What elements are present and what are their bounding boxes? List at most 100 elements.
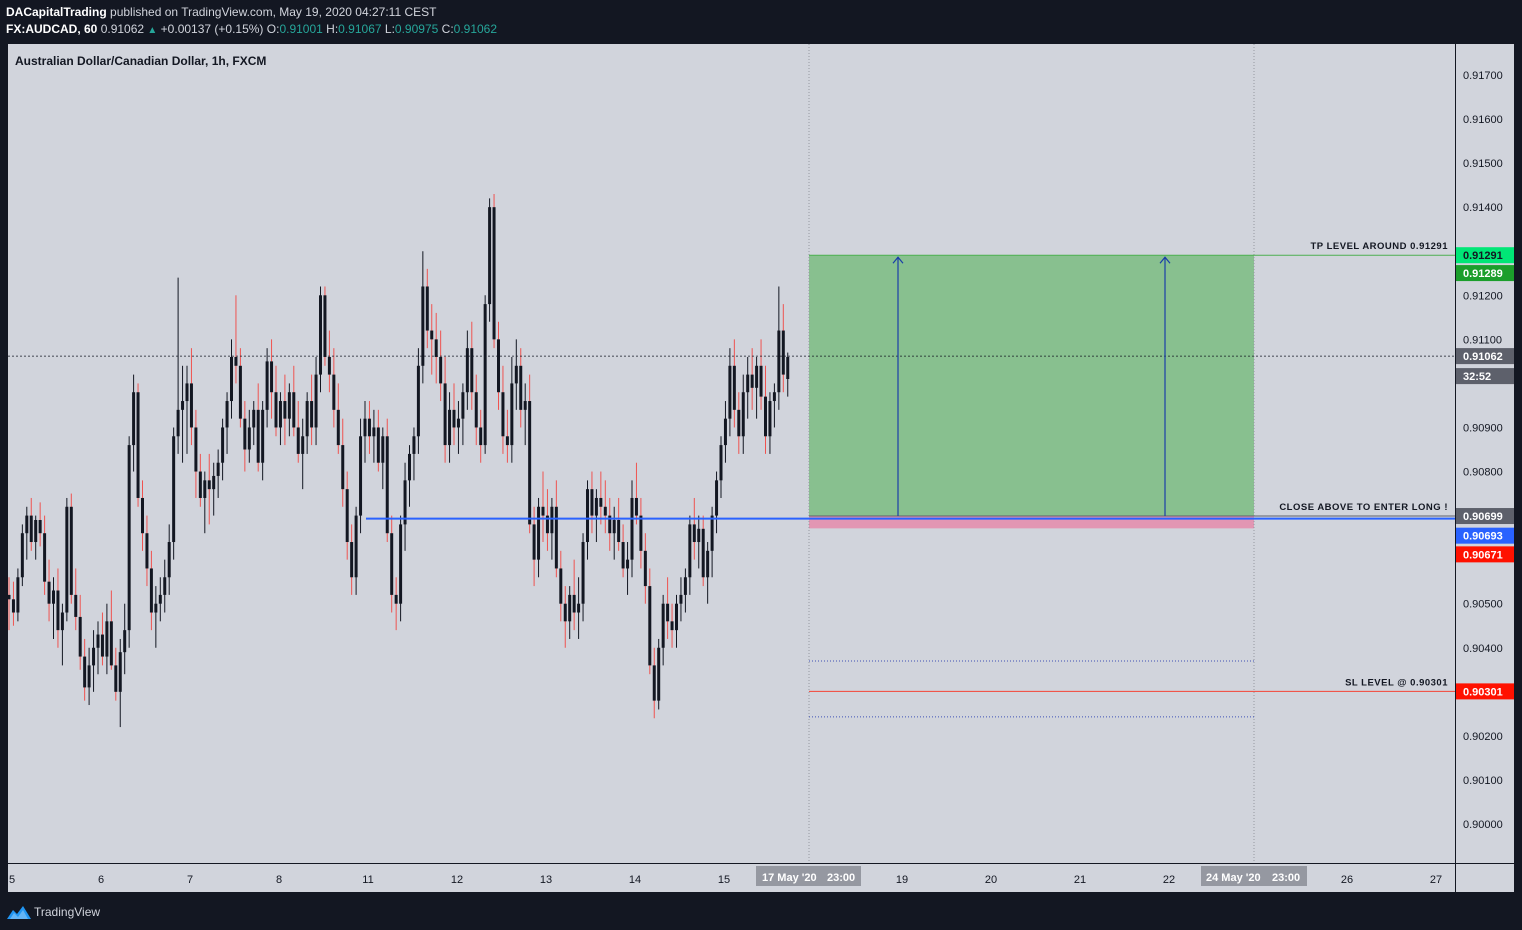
author-name[interactable]: DACapitalTrading [6,5,107,19]
entry-price-badge-bg [1456,508,1514,525]
candle-body [510,383,514,446]
candle-body [728,365,732,419]
candle-body [341,445,345,490]
symbol-name[interactable]: FX:AUDCAD, 60 [6,22,98,36]
candle-body [154,603,158,613]
date-tick-label: 14 [629,874,641,886]
candle-body [34,519,38,543]
candle-body [238,365,242,419]
candle-body [203,480,207,498]
candle-body [376,427,380,463]
candle-body [741,392,745,437]
candle-body [416,365,420,437]
candle-body [692,524,696,543]
candle-body [439,356,443,384]
date-tick-label: 20 [985,874,997,886]
candle-body [38,519,42,534]
range-start-time: 23:00 [827,872,855,884]
candle-body [127,445,131,631]
price-tick-label: 0.90100 [1463,775,1503,787]
last-price: 0.91062 [100,22,145,36]
profit-zone [809,255,1254,517]
footer: TradingView [0,894,1522,930]
candle-body [608,515,612,534]
candle-body [777,330,781,393]
candle-body [697,528,701,543]
candle-body [394,594,398,604]
open-value: 0.91001 [279,22,323,36]
price-tick-label: 0.91100 [1463,334,1502,346]
candle-body [781,330,785,375]
candle-body [74,594,78,617]
range-end-time: 23:00 [1272,872,1300,884]
price-tick-label: 0.91600 [1463,114,1503,126]
candle-body [390,533,394,595]
range-start-date: 17 May '20 [762,872,817,884]
candle-body [43,533,47,582]
target-arrow-head [1159,256,1171,264]
price-tick-label: 0.91200 [1463,290,1503,302]
tp-price-badge: 0.91291 [1463,250,1503,262]
candle-body [723,418,727,446]
publish-info: DACapitalTrading published on TradingVie… [6,5,436,19]
candle-body [488,207,492,305]
candle-body [425,286,429,331]
candle-body [172,436,176,543]
candle-body [519,365,523,410]
candle-body [60,612,64,631]
price-tick-label: 0.91700 [1463,70,1503,82]
candle-body [621,542,625,569]
candle-body [105,621,109,657]
candle-body [617,519,621,543]
candle-body [381,436,385,463]
candle-body [265,361,269,410]
candle-body [332,374,336,410]
date-tick-label: 11 [362,874,373,886]
tradingview-logo-icon[interactable] [6,903,32,921]
candle-body [16,577,20,613]
low-value: 0.90975 [394,22,439,36]
candle-body [710,515,714,551]
candle-body [221,427,225,463]
candle-body [212,475,216,490]
date-tick-label: 21 [1074,874,1086,886]
candle-body [158,594,162,604]
price-chart[interactable]: TP LEVEL AROUND 0.91291 CLOSE ABOVE TO EN… [0,44,1522,894]
candle-body [225,401,229,428]
chart-title: Australian Dollar/Canadian Dollar, 1h, F… [15,54,266,68]
open-label: O: [266,22,280,36]
brand-name[interactable]: TradingView [34,905,101,919]
candle-body [443,383,447,446]
last-price-badge-bg [1456,348,1514,365]
date-tick-label: 27 [1430,874,1442,886]
candle-body [448,409,452,446]
candle-body [247,427,251,450]
target-arrow-head [892,256,904,264]
countdown-badge-bg [1456,368,1514,385]
candle-body [483,304,487,446]
chart-header: DACapitalTrading published on TradingVie… [0,0,1522,44]
candle-body [541,506,545,516]
candle-body [456,418,460,428]
date-tick-label: 22 [1163,874,1175,886]
candle-body [772,392,776,402]
candle-body [732,365,736,410]
candle-body [189,383,193,428]
entry-label: CLOSE ABOVE TO ENTER LONG ! [1279,502,1448,513]
candle-body [474,392,478,428]
tp-price-badge-bg [1456,247,1514,264]
candle-body [176,409,180,437]
price-axis[interactable] [1456,44,1514,863]
candle-body [350,542,354,578]
price-tick-label: 0.90200 [1463,731,1503,743]
candle-body [603,506,607,516]
candle-body [198,471,202,498]
candle-body [715,480,719,516]
tp-label: TP LEVEL AROUND 0.91291 [1310,241,1448,252]
range-start-badge-bg [756,866,861,886]
candle-body [586,489,589,543]
candle-body [479,427,483,446]
sl-label: SL LEVEL @ 0.90301 [1345,677,1448,688]
candle-body [194,427,198,472]
price-change: +0.00137 (+0.15%) [160,22,264,36]
